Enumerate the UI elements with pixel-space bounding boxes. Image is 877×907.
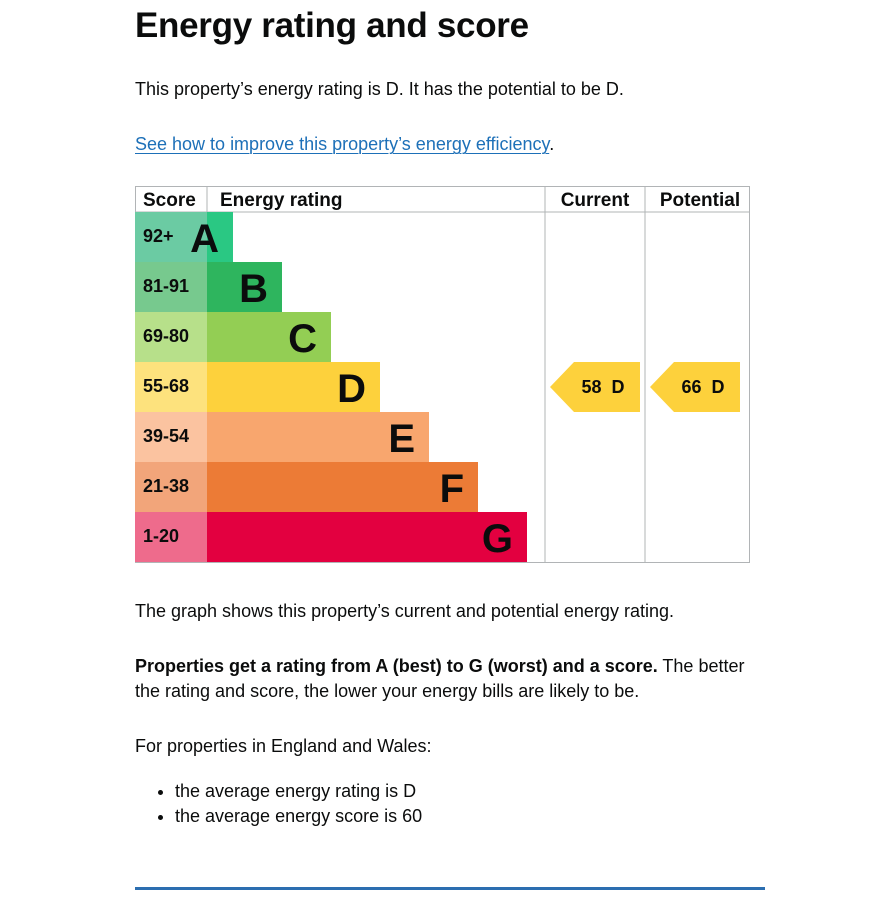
band-score-label: 39-54: [143, 426, 189, 446]
averages-list: the average energy rating is D the avera…: [135, 779, 422, 829]
band-bar: [207, 212, 233, 262]
band-letter: D: [337, 367, 366, 411]
band-bar: [207, 262, 282, 312]
band-score-cell: [135, 512, 207, 562]
band-score-label: 92+: [143, 226, 174, 246]
rating-bands: 92+ A81-91 B 69-80 C 55-68 D 39-54 E 21-38 F 1-20 G: [135, 212, 527, 562]
band-g: 1-20 G: [135, 512, 527, 562]
band-a: 92+ A: [135, 212, 233, 262]
average-rating-item: the average energy rating is D: [175, 779, 422, 804]
band-c: 69-80 C: [135, 312, 331, 362]
header-potential: Potential: [660, 190, 740, 211]
energy-rating-summary: This property’s energy rating is D. It h…: [135, 79, 624, 99]
band-bar: [207, 362, 380, 412]
band-score-label: 69-80: [143, 326, 189, 346]
band-score-cell: [135, 262, 207, 312]
band-f: 21-38 F: [135, 462, 478, 512]
band-score-label: 55-68: [143, 376, 189, 396]
band-score-label: 21-38: [143, 476, 189, 496]
band-letter: E: [388, 417, 415, 461]
band-score-cell: [135, 212, 207, 262]
section-divider: [135, 887, 765, 890]
band-bar: [207, 462, 478, 512]
band-score-cell: [135, 312, 207, 362]
current-rating-marker-label: 58 D: [581, 377, 624, 397]
band-letter: F: [440, 467, 464, 511]
band-bar: [207, 512, 527, 562]
improve-link-suffix: .: [549, 134, 555, 154]
ratings-explanation: Properties get a rating from A (best) to…: [135, 654, 755, 704]
band-bar: [207, 312, 331, 362]
band-score-cell: [135, 462, 207, 512]
band-letter: C: [288, 317, 317, 361]
band-letter: B: [239, 267, 268, 311]
potential-rating-marker: 66 D: [650, 362, 740, 412]
header-current: Current: [561, 190, 630, 211]
ratings-explanation-bold: Properties get a rating from A (best) to…: [135, 656, 658, 676]
potential-rating-marker-arrow: [650, 362, 740, 412]
band-b: 81-91 B: [135, 262, 282, 312]
header-energy-rating: Energy rating: [220, 190, 342, 211]
average-score-item: the average energy score is 60: [175, 804, 422, 829]
energy-rating-chart: Score Energy rating Current Potential 92…: [135, 186, 750, 563]
potential-rating-marker-label: 66 D: [681, 377, 724, 397]
band-d: 55-68 D: [135, 362, 380, 412]
band-letter: A: [190, 217, 219, 261]
rating-markers: 58 D 66 D: [550, 362, 740, 412]
band-e: 39-54 E: [135, 412, 429, 462]
band-score-cell: [135, 362, 207, 412]
improve-efficiency-link[interactable]: See how to improve this property’s energ…: [135, 134, 550, 154]
band-letter: G: [482, 517, 513, 561]
band-score-label: 1-20: [143, 526, 179, 546]
band-bar: [207, 412, 429, 462]
page-title: Energy rating and score: [135, 6, 529, 45]
current-rating-marker: 58 D: [550, 362, 640, 412]
graph-description: The graph shows this property’s current …: [135, 601, 674, 621]
improve-link-paragraph: See how to improve this property’s energ…: [135, 132, 554, 157]
ratings-explanation-rest: The better the rating and score, the low…: [135, 656, 745, 701]
band-score-label: 81-91: [143, 276, 189, 296]
current-rating-marker-arrow: [550, 362, 640, 412]
header-score: Score: [143, 190, 196, 211]
england-wales-intro: For properties in England and Wales:: [135, 736, 432, 756]
band-score-cell: [135, 412, 207, 462]
